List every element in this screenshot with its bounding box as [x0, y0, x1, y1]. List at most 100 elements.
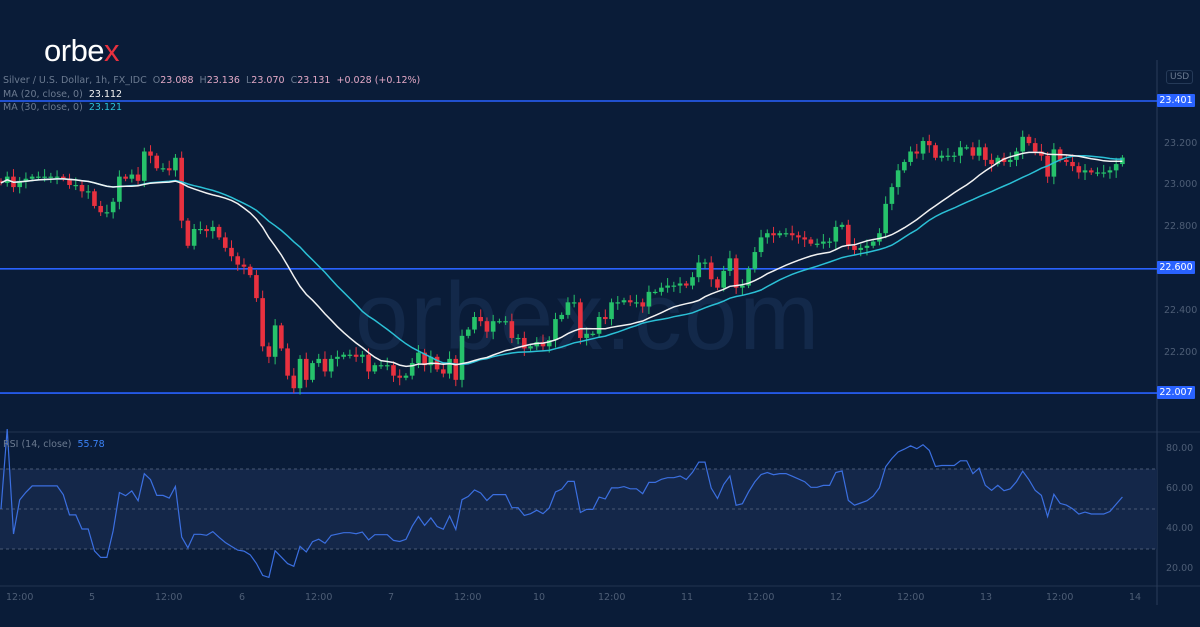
- candle-body: [603, 316, 608, 320]
- candle-body: [596, 316, 602, 334]
- rsi-legend[interactable]: RSI (14, close) 55.78: [3, 439, 105, 450]
- candle-body: [279, 325, 284, 349]
- x-tick-label: 11: [681, 592, 694, 603]
- candle-body: [54, 176, 60, 178]
- candle-body: [61, 176, 66, 179]
- candle-body: [559, 314, 564, 320]
- candle-body: [478, 316, 484, 322]
- currency-button[interactable]: USD: [1166, 70, 1194, 84]
- candle-body: [497, 321, 502, 323]
- candle-body: [702, 262, 708, 264]
- candle-body: [247, 266, 253, 276]
- open-value: 23.088: [160, 75, 194, 86]
- close-value: 23.131: [297, 75, 331, 86]
- candle-body: [79, 185, 85, 192]
- candle-body: [976, 147, 982, 156]
- candle-body: [926, 141, 932, 146]
- candle-body: [895, 170, 901, 188]
- candle-body: [360, 354, 365, 357]
- candle-body: [484, 321, 490, 332]
- rsi-tick-label: 20.00: [1166, 563, 1194, 574]
- candle-body: [154, 155, 160, 169]
- candle-body: [609, 302, 614, 320]
- candle-body: [814, 243, 820, 245]
- candle-body: [852, 245, 857, 250]
- symbol-legend: Silver / U.S. Dollar, 1h, FX_IDC O23.088…: [3, 75, 421, 86]
- candle-body: [129, 174, 135, 179]
- candle-body: [260, 298, 265, 347]
- candle-body: [889, 187, 895, 204]
- candle-body: [73, 185, 79, 187]
- candle-body: [160, 168, 166, 170]
- candle-body: [36, 176, 41, 178]
- candle-body: [621, 300, 627, 303]
- candle-body: [141, 151, 147, 181]
- candle-body: [764, 233, 770, 238]
- candle-body: [659, 287, 664, 292]
- candle-body: [328, 358, 334, 372]
- candle-body: [821, 241, 826, 244]
- x-tick-label: 12:00: [155, 592, 183, 603]
- candle-body: [1101, 172, 1107, 174]
- candle-body: [951, 155, 957, 157]
- candle-body: [397, 375, 403, 378]
- candle-body: [29, 176, 35, 179]
- ma30-line: [0, 155, 1123, 366]
- candle-body: [802, 237, 807, 240]
- candle-body: [48, 176, 54, 178]
- x-tick-label: 13: [980, 592, 993, 603]
- watermark: orbex.com: [355, 263, 822, 370]
- candle-body: [403, 375, 409, 378]
- candle-body: [833, 226, 839, 242]
- rsi-tick-label: 80.00: [1166, 443, 1194, 454]
- level-tag: 22.007: [1157, 386, 1195, 399]
- candle-body: [777, 233, 783, 236]
- candle-body: [335, 356, 340, 359]
- candle-body: [970, 147, 976, 156]
- ma30-legend[interactable]: MA (30, close, 0) 23.121: [3, 102, 123, 113]
- x-tick-label: 7: [388, 592, 395, 603]
- x-tick-label: 10: [533, 592, 546, 603]
- candle-body: [117, 176, 122, 202]
- x-tick-label: 12:00: [747, 592, 775, 603]
- candle-body: [983, 147, 988, 160]
- orbex-logo: orbex: [44, 33, 120, 68]
- candle-body: [578, 302, 583, 338]
- symbol-name: Silver / U.S. Dollar, 1h, FX_IDC: [3, 75, 147, 86]
- candle-body: [920, 141, 926, 154]
- ma30-value: 23.121: [88, 102, 123, 113]
- candle-body: [472, 316, 477, 330]
- candle-body: [210, 226, 216, 232]
- candle-body: [490, 321, 496, 332]
- candle-body: [23, 178, 29, 181]
- x-tick-label: 12:00: [598, 592, 626, 603]
- candle-body: [908, 151, 913, 162]
- candle-body: [391, 365, 396, 376]
- candle-body: [534, 342, 540, 347]
- candle-body: [179, 157, 184, 221]
- candle-body: [627, 300, 633, 303]
- candle-body: [366, 354, 371, 372]
- level-tag: 23.401: [1157, 94, 1195, 107]
- candle-body: [727, 258, 733, 271]
- candle-body: [422, 352, 427, 366]
- candle-body: [528, 346, 533, 349]
- rsi-line: [0, 428, 1123, 579]
- candle-body: [42, 176, 47, 178]
- candle-body: [933, 145, 938, 158]
- candle-body: [845, 224, 851, 246]
- ma20-value: 23.112: [88, 89, 123, 100]
- candle-body: [652, 291, 658, 294]
- candle-body: [1107, 170, 1113, 173]
- candle-body: [503, 321, 508, 323]
- candle-body: [148, 151, 153, 156]
- candle-body: [858, 247, 864, 250]
- ma20-legend[interactable]: MA (20, close, 0) 23.112: [3, 89, 123, 100]
- candle-body: [522, 337, 527, 349]
- candle-body: [254, 275, 259, 299]
- candle-body: [191, 229, 197, 246]
- x-tick-label: 12:00: [454, 592, 482, 603]
- x-tick-label: 12:00: [305, 592, 333, 603]
- candle-body: [1032, 143, 1038, 152]
